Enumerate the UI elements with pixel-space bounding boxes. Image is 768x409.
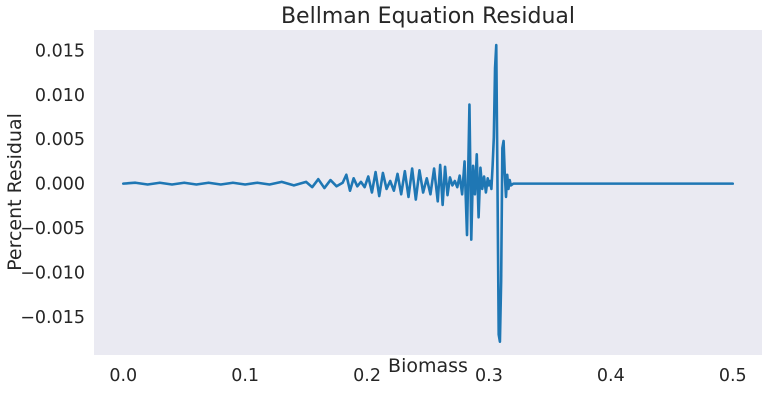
y-tick-label: −0.005 [20,219,85,239]
y-axis-label: Percent Residual [4,113,26,271]
x-axis-label: Biomass [388,355,468,377]
x-tick-label: 0.3 [475,366,503,386]
series-layer [121,43,735,343]
y-tick-label: −0.015 [20,308,85,328]
y-tick-labels: 0.015 0.010 0.005 0.000 −0.005 −0.010 −0.015 [20,41,85,327]
x-tick-label: 0.0 [109,366,137,386]
y-tick-label: 0.005 [35,130,85,150]
plot-area [94,30,762,355]
x-tick-labels: 0.0 0.1 0.2 0.3 0.4 0.5 [109,366,746,386]
x-tick-label: 0.2 [353,366,381,386]
y-tick-label: 0.015 [35,41,85,61]
x-tick-label: 0.1 [231,366,259,386]
series-line-0 [121,43,735,343]
x-tick-label: 0.5 [719,366,747,386]
chart-title: Bellman Equation Residual [281,4,575,29]
x-tick-label: 0.4 [597,366,625,386]
y-tick-label: 0.000 [35,175,85,195]
y-tick-label: −0.010 [20,263,85,283]
y-tick-label: 0.010 [35,86,85,106]
